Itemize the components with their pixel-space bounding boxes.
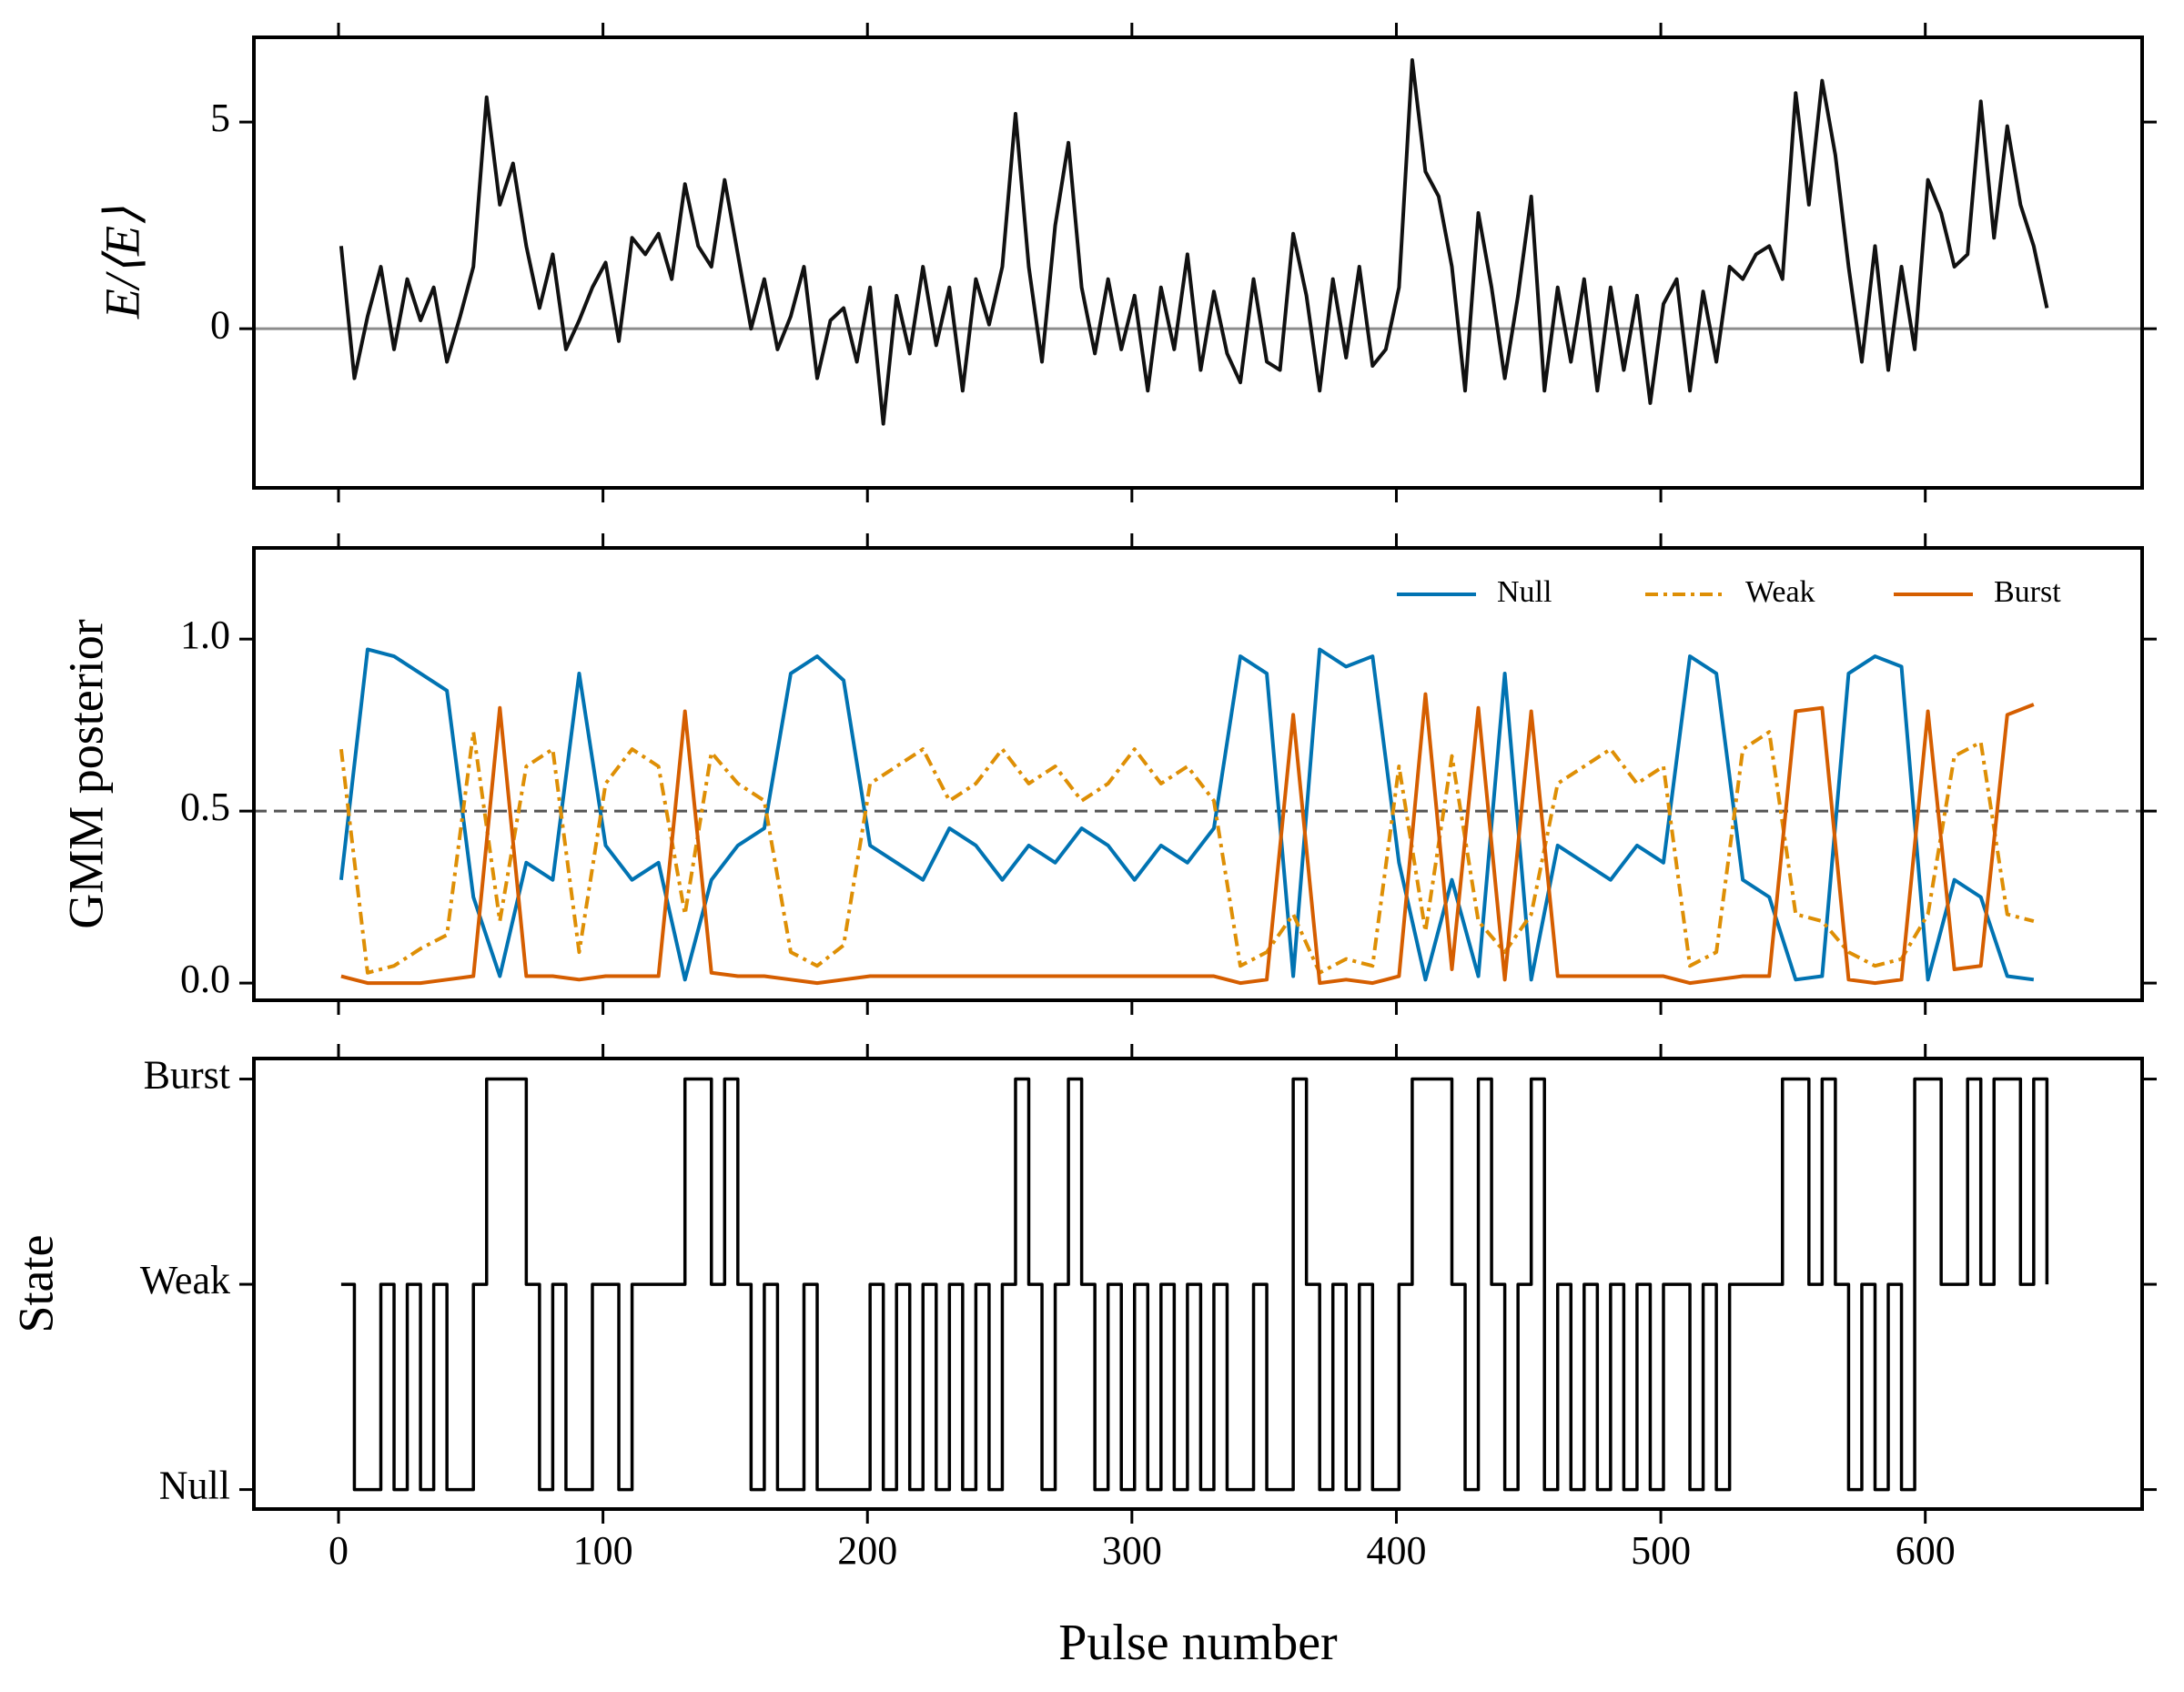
legend-label: Weak [1745, 575, 1815, 609]
x-tick-label: 600 [1896, 1528, 1956, 1573]
y-tick-label: Weak [140, 1258, 230, 1302]
x-tick-label: 0 [329, 1528, 349, 1573]
y-tick-label: 1.0 [180, 613, 230, 657]
y-axis-label: E/⟨E⟩ [95, 207, 149, 319]
y-tick-label: 0 [210, 302, 230, 347]
plot-frame [252, 1057, 2144, 1511]
step-line [340, 1077, 2049, 1492]
line [340, 692, 2035, 986]
y-tick-label: Burst [144, 1053, 230, 1098]
x-tick-label: 100 [573, 1528, 633, 1573]
x-axis-label: Pulse number [1058, 1615, 1338, 1671]
y-tick-label: Null [159, 1464, 230, 1508]
plot-frame [252, 35, 2144, 490]
y-axis-label: GMM posterior [58, 619, 113, 928]
line [339, 730, 2035, 975]
plot-frame [252, 546, 2144, 1002]
x-tick-label: 400 [1366, 1528, 1426, 1573]
y-tick-label: 0.0 [180, 957, 230, 1001]
line [339, 647, 2035, 982]
y-tick-label: 0.5 [180, 785, 230, 829]
x-tick-label: 200 [837, 1528, 897, 1573]
line [339, 57, 2049, 426]
legend-label: Burst [1994, 575, 2061, 609]
x-tick-label: 500 [1631, 1528, 1691, 1573]
x-tick-label: 300 [1102, 1528, 1162, 1573]
legend-label: Null [1497, 575, 1552, 609]
y-tick-label: 5 [210, 96, 230, 140]
y-axis-label: State [8, 1235, 63, 1333]
